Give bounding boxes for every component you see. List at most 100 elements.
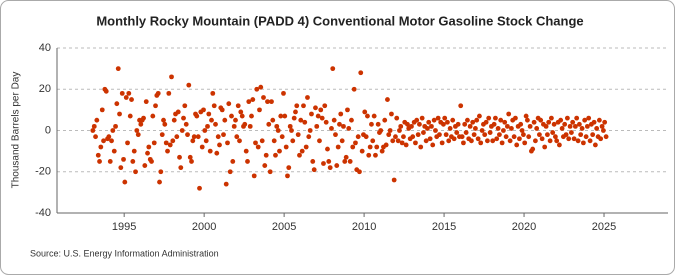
point [587,138,593,144]
point [373,152,378,158]
point [277,148,282,154]
point [509,126,514,131]
point [289,128,294,133]
point [243,148,249,154]
point [470,119,476,125]
point [239,113,245,119]
point [374,144,380,150]
point [114,101,120,107]
point [117,111,122,117]
point [525,117,530,123]
point [281,90,286,96]
point [294,103,300,109]
point [382,117,388,123]
point [306,134,312,140]
point [459,134,465,140]
point [550,130,556,135]
point [322,103,328,109]
point [594,126,600,131]
point [479,128,485,133]
point [101,138,106,144]
point [451,136,457,142]
point [327,165,333,171]
point [298,117,304,123]
point [90,128,96,133]
point [566,136,572,142]
point [335,144,341,150]
point [548,115,554,121]
point [483,119,489,125]
point [315,113,321,119]
point [490,138,496,144]
point [399,140,405,146]
point [258,84,264,90]
point [93,134,98,140]
point [109,138,114,144]
point [153,103,158,109]
point [282,113,288,119]
point [584,123,590,129]
point [562,121,568,127]
point [518,121,524,127]
point [475,136,481,142]
point [171,117,177,123]
point [497,132,502,138]
point [526,134,532,140]
point [94,117,100,123]
point [330,66,336,72]
point [211,103,217,109]
point [437,132,442,138]
point [265,99,270,105]
point [295,132,301,138]
point [471,132,477,138]
point [329,126,334,131]
x-tick-label: 2000 [192,221,216,233]
point [363,134,369,140]
point [251,173,257,179]
point [425,126,430,131]
point [151,140,157,146]
point [552,134,558,140]
point [345,107,350,113]
point [195,134,201,140]
point [263,152,269,158]
point [219,107,225,113]
point [417,121,422,127]
point [574,115,580,121]
point [537,132,542,138]
point [426,119,432,125]
point [189,159,194,164]
point [598,136,604,142]
point [383,142,389,148]
point [410,134,416,140]
point [523,113,529,119]
point [554,138,560,144]
point [486,115,492,121]
point [343,154,349,160]
point [318,107,324,113]
point [474,117,480,123]
point [203,138,209,144]
point [254,86,260,92]
point [546,119,552,125]
x-tick-label: 2020 [512,221,536,233]
point [233,117,238,123]
point [423,138,429,144]
point [415,132,421,138]
point [297,152,302,158]
point [446,138,452,144]
x-tick-label: 2010 [352,221,376,233]
point [334,163,340,168]
point [533,138,538,144]
source: Source: U.S. Energy Information Administ… [30,248,219,258]
point [245,159,250,164]
point [531,119,537,125]
point [126,90,132,96]
point [229,113,234,119]
point [346,126,352,131]
point [138,121,144,127]
point [185,132,190,138]
point [98,144,104,150]
point [576,121,582,127]
point [513,115,518,121]
